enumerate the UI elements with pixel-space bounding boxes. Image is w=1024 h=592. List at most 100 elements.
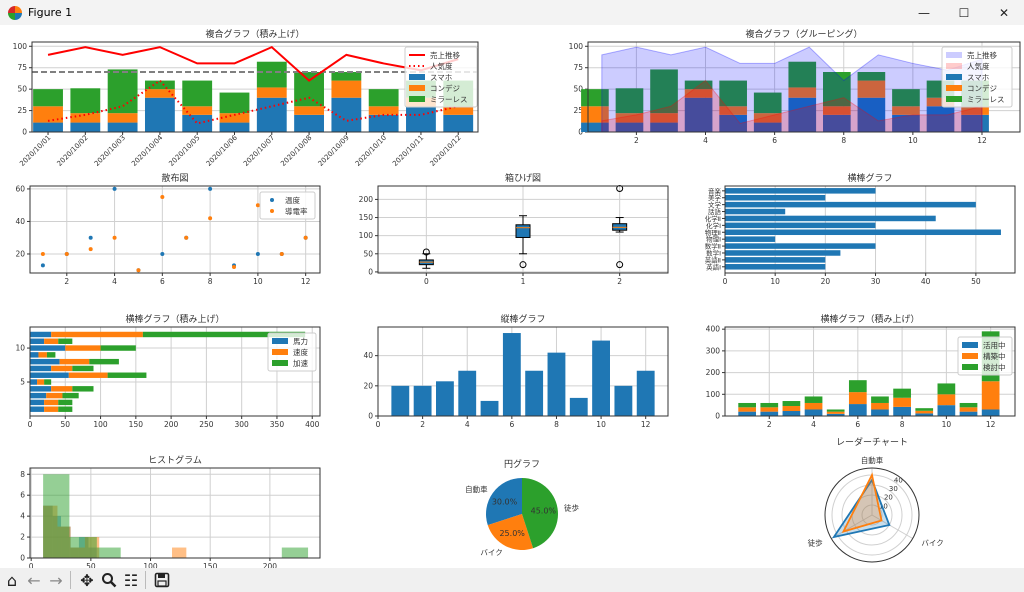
vbar (614, 385, 633, 416)
chart-8: ヒストグラム 0 50 100 150 200 0 2 4 6 8 (20, 454, 321, 568)
bar-ミラーレス (107, 69, 138, 114)
maximize-button[interactable]: ☐ (958, 5, 970, 20)
x-tick-label: 50 (61, 420, 71, 429)
angular-gridline (871, 514, 913, 539)
close-button[interactable]: ✕ (998, 5, 1010, 20)
bar-コンデジ (926, 97, 955, 107)
x-tick-label: 2 (767, 420, 772, 429)
outlier-point (519, 261, 527, 269)
x-tick-label: 4 (112, 277, 117, 286)
bar-ミラーレス (331, 72, 362, 81)
legend-marker (270, 209, 274, 213)
x-tick-label: 6 (160, 277, 165, 286)
hist-bin (96, 547, 121, 558)
bar-ミラーレス (788, 61, 817, 88)
y-tick-label: 25 (573, 106, 583, 115)
hbar-加速 (58, 406, 73, 412)
pie-label: バイク (480, 548, 502, 557)
bar-ミラーレス (753, 92, 782, 114)
chart-title: 散布図 (161, 172, 188, 184)
pie-pct-label: 45.0% (531, 507, 557, 516)
minimize-button[interactable]: — (918, 5, 930, 20)
bar-ミラーレス (684, 80, 713, 90)
bar-構築中 (848, 392, 867, 405)
x-tick-label: 300 (235, 420, 250, 429)
bar-スマホ (294, 114, 324, 132)
bar-構築中 (893, 397, 911, 407)
hbar (725, 215, 936, 222)
pan-move-icon[interactable]: ✥ (80, 570, 94, 590)
hbar-馬力 (30, 365, 52, 372)
bar-ミラーレス (70, 88, 101, 114)
hbar (725, 264, 826, 270)
bar-スマホ (443, 114, 474, 132)
save-floppy-icon[interactable] (152, 570, 172, 590)
bar-コンデジ (719, 106, 747, 115)
x-date-label: 2020/10/10 (354, 134, 388, 168)
scatter-point-温度 (208, 186, 213, 191)
bar-ミラーレス (368, 89, 399, 107)
bar-構築中 (826, 411, 845, 414)
scatter-point-温度 (40, 263, 45, 268)
x-tick-label: 350 (270, 420, 285, 429)
hbar-馬力 (30, 331, 52, 338)
legend-swatch (946, 96, 962, 102)
bar-構築中 (804, 402, 823, 410)
bar-ミラーレス (719, 80, 747, 107)
x-tick-label: 8 (841, 136, 846, 145)
bar-コンデジ (615, 113, 644, 123)
navigation-toolbar: ⌂ ← → ✥ ☷ (0, 568, 1024, 592)
axes-frame (587, 41, 1021, 133)
chart-title: 横棒グラフ（積み上げ） (820, 313, 919, 325)
bar-構築中 (981, 381, 1000, 410)
hbar-馬力 (30, 399, 45, 406)
bar-構築中 (871, 402, 889, 410)
scatter-point-導電率 (255, 203, 260, 208)
bar-コンデジ (892, 106, 920, 115)
y-tick-label: 8 (20, 470, 25, 479)
pie-label: 自動車 (465, 484, 488, 494)
hbar (725, 250, 841, 256)
y-category-label: 化学Ⅰ (706, 221, 721, 230)
y-tick-label: 100 (706, 390, 721, 399)
hbar-速度 (44, 399, 59, 406)
legend-swatch (409, 74, 425, 80)
legend-label: ミラーレス (967, 95, 1005, 104)
x-tick-label: 8 (208, 277, 213, 286)
x-tick-label: 30 (871, 277, 881, 286)
bar-構築中 (782, 406, 801, 412)
hbar-速度 (51, 365, 73, 372)
radar-axis-label: バイク (921, 539, 943, 548)
bar-ミラーレス (256, 61, 287, 88)
x-date-label: 2020/10/11 (391, 134, 425, 168)
bar-検討中 (738, 402, 756, 408)
bar-活用中 (959, 411, 978, 416)
hbar (725, 236, 776, 242)
home-icon[interactable]: ⌂ (6, 570, 18, 590)
legend-swatch (409, 96, 425, 102)
x-tick-label: 2 (64, 277, 69, 286)
configure-subplots-icon[interactable]: ☷ (123, 570, 139, 590)
x-tick-label: 10 (596, 420, 606, 429)
bar-コンデジ (70, 113, 101, 123)
r-tick-label: 40 (894, 476, 903, 484)
y-category-label: 数学Ⅰ (706, 248, 721, 257)
x-date-label: 2020/10/05 (167, 134, 201, 168)
x-tick-label: 12 (986, 420, 996, 429)
scatter-point-温度 (112, 186, 117, 191)
hist-bin (172, 547, 187, 558)
back-arrow-icon[interactable]: ← (27, 570, 41, 590)
bar-スマホ (107, 122, 138, 132)
legend-swatch (946, 85, 962, 91)
chart-5: 横棒グラフ（積み上げ） 0 50 100 150 200 250 300 350 400 5 10 馬力… (15, 313, 321, 429)
bar-活用中 (760, 411, 779, 416)
forward-arrow-icon[interactable]: → (49, 570, 63, 590)
zoom-magnifier-icon[interactable] (99, 570, 119, 590)
legend-label: 売上推移 (967, 50, 997, 60)
vbar (480, 400, 499, 416)
legend-swatch (409, 85, 425, 91)
x-tick-label: 0 (28, 420, 33, 429)
bar-スマホ (581, 122, 609, 132)
